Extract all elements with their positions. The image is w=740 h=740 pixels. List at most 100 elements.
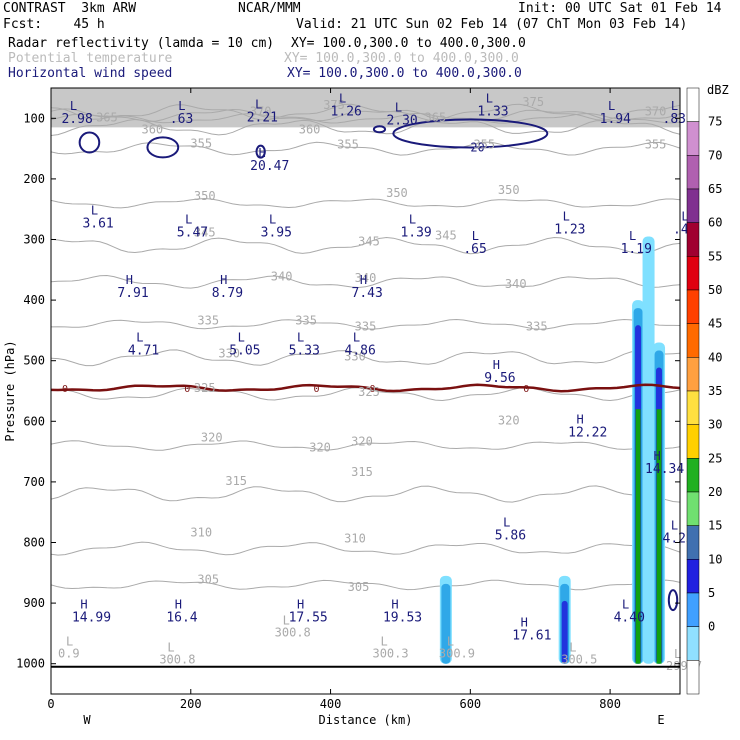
theta-label: 335 [526,319,548,333]
y-tick-label: 700 [23,475,45,489]
wind-extremum-value: .83 [663,112,686,127]
colorbar-tick-label: 25 [708,451,722,465]
wind-extremum-value: 9.56 [484,371,515,386]
zero-line-label: 0 [184,384,190,395]
colorbar-tick-label: 0 [708,620,715,634]
wind-isotach-1 [78,131,101,154]
theta-label: 315 [351,465,373,479]
wind-extremum-marker: L [269,212,276,226]
y-tick-label: 1000 [16,657,45,671]
wind-extremum-marker: L [339,91,346,105]
y-tick-label: 500 [23,354,45,368]
wind-extremum-marker: L [671,519,678,533]
wind-extremum-value: 8.79 [212,286,243,301]
theta-label: 320 [351,435,373,449]
colorbar-title: dBZ [707,83,729,97]
theta-contour-370 [51,108,680,122]
colorbar-swatch [686,491,700,526]
wind-extremum-value: 1.39 [400,225,431,240]
radar-column-2 [558,575,571,664]
theta-label: 330 [344,350,366,364]
wind-extremum-value: 2.30 [386,113,417,128]
colorbar-tick-label: 10 [708,552,722,566]
theta-label: 305 [348,580,370,594]
theta-label: 355 [190,136,212,150]
wind-extremum-value: 2.21 [247,110,278,125]
theta-extremum-marker: L [674,647,681,661]
theta-label: 340 [271,270,293,284]
wind-extremum-marker: L [409,212,416,226]
wind-extremum-marker: L [503,515,510,529]
wind-extremum-value: 5.33 [289,344,320,359]
radar-echo-5dbz [642,236,655,664]
wind-extremum-value: 20.47 [250,159,289,174]
theta-label: 350 [386,186,408,200]
theta-contour-375 [51,103,680,121]
wind-extremum-marker: L [185,212,192,226]
wind-extremum-value: 3.95 [261,225,292,240]
model-title: CONTRAST 3km ARW [3,1,137,16]
field-wind-xy: XY= 100.0,300.0 to 400.0,300.0 [287,66,522,81]
wind-extremum-value: 7.43 [352,286,383,301]
theta-extremum-value: 300.5 [561,653,597,667]
colorbar-swatch [686,660,700,695]
radar-column-3 [632,300,645,664]
theta-label: 375 [522,95,544,109]
wind-extremum-value: 3.61 [82,216,113,231]
colorbar-swatch [686,256,700,291]
colorbar [686,87,700,695]
theta-contour-335 [51,318,680,330]
wind-extremum-marker: H [297,597,304,611]
theta-label: 360 [141,122,163,136]
colorbar-tick-label: 65 [708,182,722,196]
y-axis-label: Pressure (hPa) [3,340,17,441]
field-reflectivity: Radar reflectivity (lamda = 10 cm) [8,36,275,51]
x-tick-label: 0 [47,697,54,711]
theta-label: 345 [435,229,457,243]
plot-frame [50,87,681,695]
wind-extremum-value: 17.55 [289,610,328,625]
wind-extremum-marker: H [259,146,266,160]
colorbar-tick-label: 45 [708,317,722,331]
theta-label: 330 [218,347,240,361]
colorbar-swatch [686,390,700,425]
theta-label: 325 [358,385,380,399]
y-tick-label: 900 [23,596,45,610]
theta-label: 340 [355,271,377,285]
theta-contour-320 [51,440,680,451]
wind-isotach-4 [372,125,387,134]
wind-extremum-marker: L [136,331,143,345]
theta-label: 335 [295,313,317,327]
wind-extremum-value: 1.19 [621,242,652,257]
theta-label: 350 [498,183,520,197]
wind-extremum-value: .65 [463,242,486,257]
theta-label: 360 [299,122,321,136]
colorbar-swatch [686,222,700,257]
colorbar-swatch [686,559,700,594]
wind-extremum-marker: L [563,209,570,223]
wind-extremum-marker: L [472,229,479,243]
wind-extremum-value: 2.98 [61,112,92,127]
colorbar-tick-label: 35 [708,384,722,398]
wind-extremum-value: 12.22 [568,425,607,440]
theta-label: 350 [194,189,216,203]
wind-isotach-label: 20 [470,141,484,155]
theta-label: 310 [344,532,366,546]
wind-extremum-value: 7.91 [117,286,148,301]
x-end-label-west: W [83,713,91,727]
wind-extremum-value: 5.05 [229,344,260,359]
theta-extremum-marker: L [66,635,73,649]
theta-label: 365 [96,110,118,124]
wind-extremum-marker: L [70,99,77,113]
radar-column-5 [642,236,655,664]
radar-column-1 [439,575,452,664]
x-tick-label: 200 [180,697,202,711]
colorbar-swatch [686,592,700,627]
colorbar-swatch [686,458,700,493]
wind-extremum-value: 14.99 [72,610,111,625]
theta-extremum-value: 300.9 [439,647,475,661]
x-end-label-east: E [657,713,664,727]
theta-label: 355 [473,138,495,152]
radar-column-4 [653,342,666,664]
forecast-hour: Fcst: 45 h [3,17,105,32]
